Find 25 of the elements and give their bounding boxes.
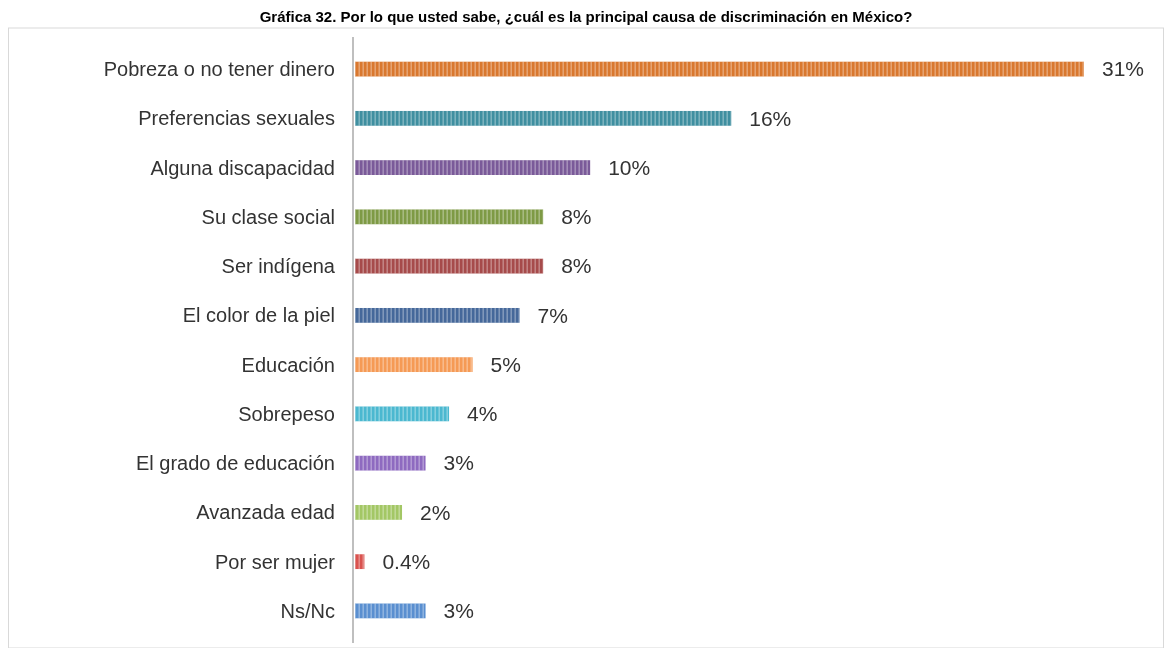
y-tick-label: Sobrepeso	[238, 402, 335, 425]
y-tick-label: Pobreza o no tener dinero	[103, 58, 335, 81]
y-tick-label: Educación	[241, 353, 335, 376]
data-label: 8%	[561, 205, 592, 229]
y-tick-label: Preferencias sexuales	[138, 107, 335, 130]
y-tick-label: El color de la piel	[182, 304, 335, 327]
data-label: 3%	[443, 451, 474, 475]
chart-title: Gráfica 32. Por lo que usted sabe, ¿cuál es la principal causa de discriminación en México?	[259, 8, 913, 25]
data-label: 3%	[443, 599, 474, 623]
data-label: 7%	[537, 303, 568, 327]
data-label: 16%	[749, 106, 792, 130]
data-label: 2%	[420, 500, 451, 524]
y-tick-label: Avanzada edad	[196, 501, 335, 524]
data-label: 10%	[608, 155, 651, 179]
data-label: 4%	[467, 402, 498, 426]
y-tick-label: Ns/Nc	[280, 599, 335, 622]
data-label: 5%	[490, 352, 521, 376]
y-tick-label: Alguna discapacidad	[150, 156, 335, 179]
data-label: 0.4%	[382, 550, 431, 573]
y-tick-label: El grado de educación	[135, 452, 335, 475]
y-tick-label: Ser indígena	[221, 255, 336, 278]
data-label: 8%	[561, 254, 592, 278]
y-tick-label: Su clase social	[201, 205, 335, 228]
data-label: 31%	[1102, 57, 1145, 81]
y-tick-label: Por ser mujer	[214, 550, 336, 573]
